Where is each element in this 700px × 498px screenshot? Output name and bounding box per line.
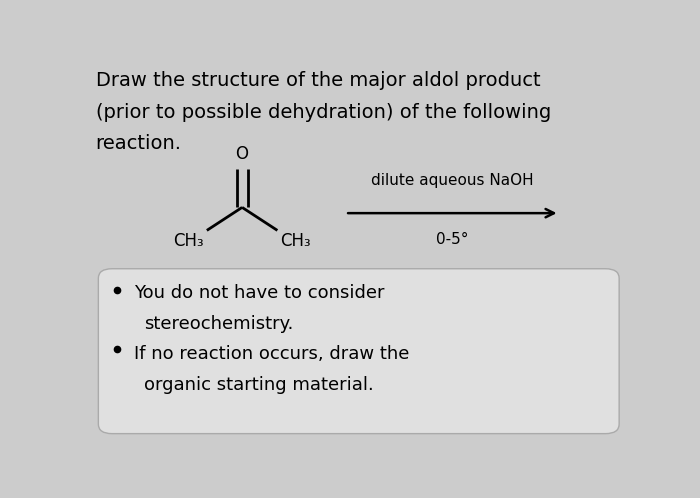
FancyBboxPatch shape: [98, 269, 619, 434]
Text: organic starting material.: organic starting material.: [144, 376, 374, 394]
Text: Draw the structure of the major aldol product: Draw the structure of the major aldol pr…: [96, 71, 540, 90]
Text: dilute aqueous NaOH: dilute aqueous NaOH: [371, 173, 533, 188]
Text: stereochemistry.: stereochemistry.: [144, 315, 294, 333]
Text: You do not have to consider: You do not have to consider: [134, 284, 384, 302]
Text: O: O: [236, 145, 248, 163]
Text: reaction.: reaction.: [96, 134, 181, 153]
Text: CH₃: CH₃: [174, 232, 204, 250]
Text: (prior to possible dehydration) of the following: (prior to possible dehydration) of the f…: [96, 103, 551, 122]
Text: 0-5°: 0-5°: [436, 232, 468, 248]
Text: CH₃: CH₃: [280, 232, 311, 250]
Text: If no reaction occurs, draw the: If no reaction occurs, draw the: [134, 346, 409, 364]
